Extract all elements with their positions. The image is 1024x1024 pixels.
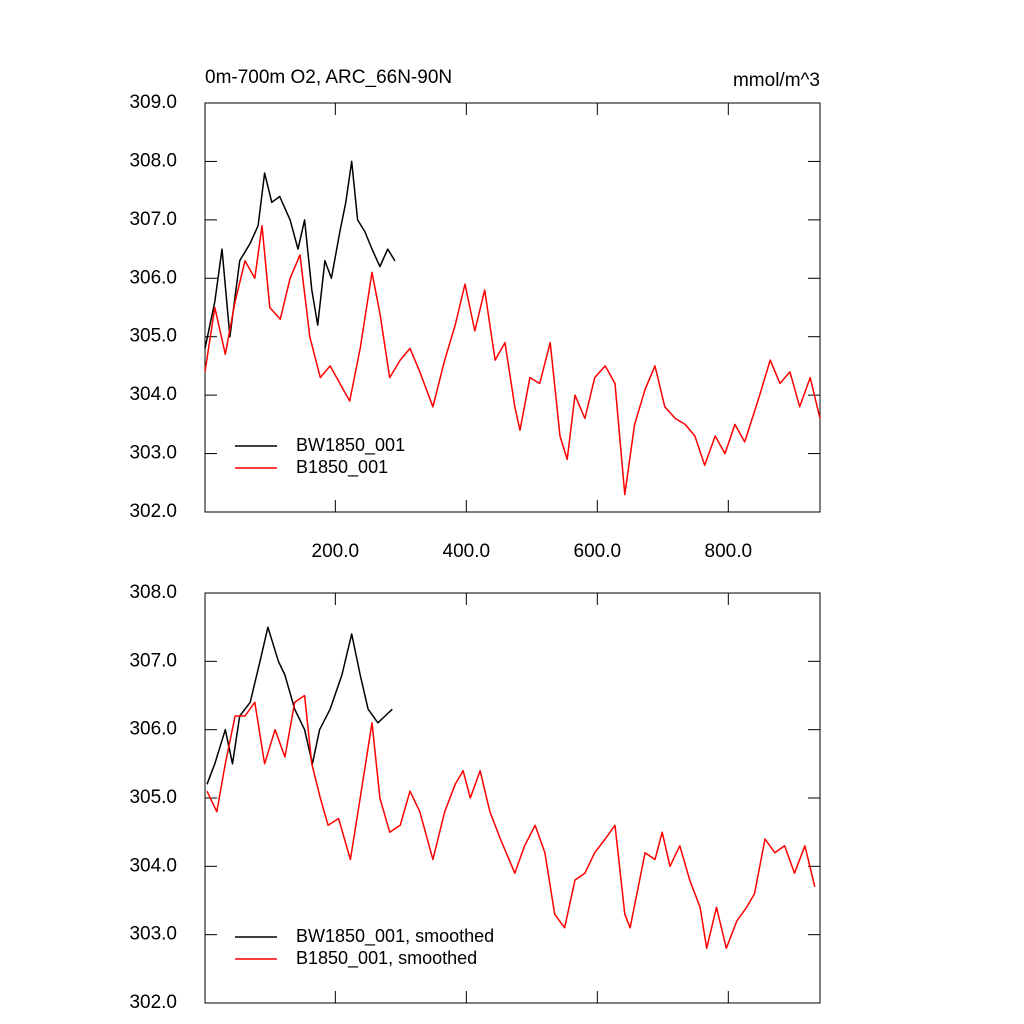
legend-label: B1850_001 xyxy=(296,457,388,478)
y-tick-label: 305.0 xyxy=(129,787,177,808)
series-line xyxy=(206,694,816,950)
legend-label: B1850_001, smoothed xyxy=(296,948,477,969)
y-tick-label: 307.0 xyxy=(129,209,177,230)
units-label: mmol/m^3 xyxy=(733,70,820,91)
series-line xyxy=(206,626,393,785)
y-tick-label: 308.0 xyxy=(129,582,177,603)
y-tick-label: 303.0 xyxy=(129,924,177,945)
x-tick-label: 600.0 xyxy=(574,541,622,562)
y-tick-label: 302.0 xyxy=(129,501,177,522)
x-tick-label: 200.0 xyxy=(312,541,360,562)
y-tick-label: 306.0 xyxy=(129,267,177,288)
x-tick-label: 400.0 xyxy=(443,541,491,562)
x-tick-label: 800.0 xyxy=(705,541,753,562)
y-tick-label: 309.0 xyxy=(129,92,177,113)
series-line xyxy=(204,224,821,496)
plot-frame xyxy=(204,102,821,513)
legend-label: BW1850_001 xyxy=(296,435,405,456)
y-tick-label: 308.0 xyxy=(129,150,177,171)
y-tick-label: 305.0 xyxy=(129,326,177,347)
legend-label: BW1850_001, smoothed xyxy=(296,926,494,947)
y-tick-label: 303.0 xyxy=(129,443,177,464)
y-tick-label: 302.0 xyxy=(129,992,177,1013)
y-tick-label: 307.0 xyxy=(129,650,177,671)
y-tick-label: 306.0 xyxy=(129,719,177,740)
y-tick-label: 304.0 xyxy=(129,384,177,405)
y-tick-label: 304.0 xyxy=(129,855,177,876)
series-line xyxy=(204,160,396,349)
chart-title: 0m-700m O2, ARC_66N-90N xyxy=(205,67,452,88)
